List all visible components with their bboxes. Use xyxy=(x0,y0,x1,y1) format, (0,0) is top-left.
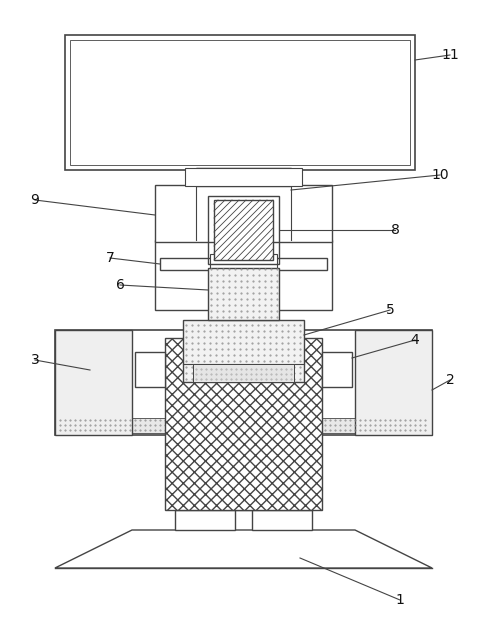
Bar xyxy=(155,185,332,242)
Text: 6: 6 xyxy=(115,278,125,292)
Text: 8: 8 xyxy=(391,223,399,237)
Text: 5: 5 xyxy=(386,303,394,317)
Text: 7: 7 xyxy=(106,251,114,265)
Bar xyxy=(183,435,304,510)
Polygon shape xyxy=(55,330,132,435)
Bar xyxy=(208,268,279,320)
Bar xyxy=(175,510,235,530)
Text: 10: 10 xyxy=(431,168,449,182)
Text: 2: 2 xyxy=(446,373,454,387)
Bar xyxy=(55,330,432,435)
Text: 3: 3 xyxy=(31,353,39,367)
Polygon shape xyxy=(55,530,432,568)
Bar xyxy=(193,364,294,382)
Bar xyxy=(210,254,277,272)
Bar xyxy=(208,196,279,264)
Bar xyxy=(252,510,312,530)
Bar xyxy=(160,258,327,270)
Bar xyxy=(196,168,291,173)
Bar xyxy=(183,320,304,382)
Bar xyxy=(322,352,352,387)
Bar xyxy=(196,168,291,186)
Bar xyxy=(155,240,332,310)
Text: 4: 4 xyxy=(411,333,419,347)
Bar xyxy=(214,200,273,260)
Text: 11: 11 xyxy=(441,48,459,62)
Bar xyxy=(70,40,410,165)
Bar xyxy=(135,352,165,387)
Bar xyxy=(57,418,430,433)
Text: 9: 9 xyxy=(31,193,39,207)
Bar xyxy=(65,35,415,170)
Polygon shape xyxy=(355,330,432,435)
Bar xyxy=(185,168,302,186)
Text: 1: 1 xyxy=(395,593,404,607)
Bar xyxy=(165,338,322,510)
